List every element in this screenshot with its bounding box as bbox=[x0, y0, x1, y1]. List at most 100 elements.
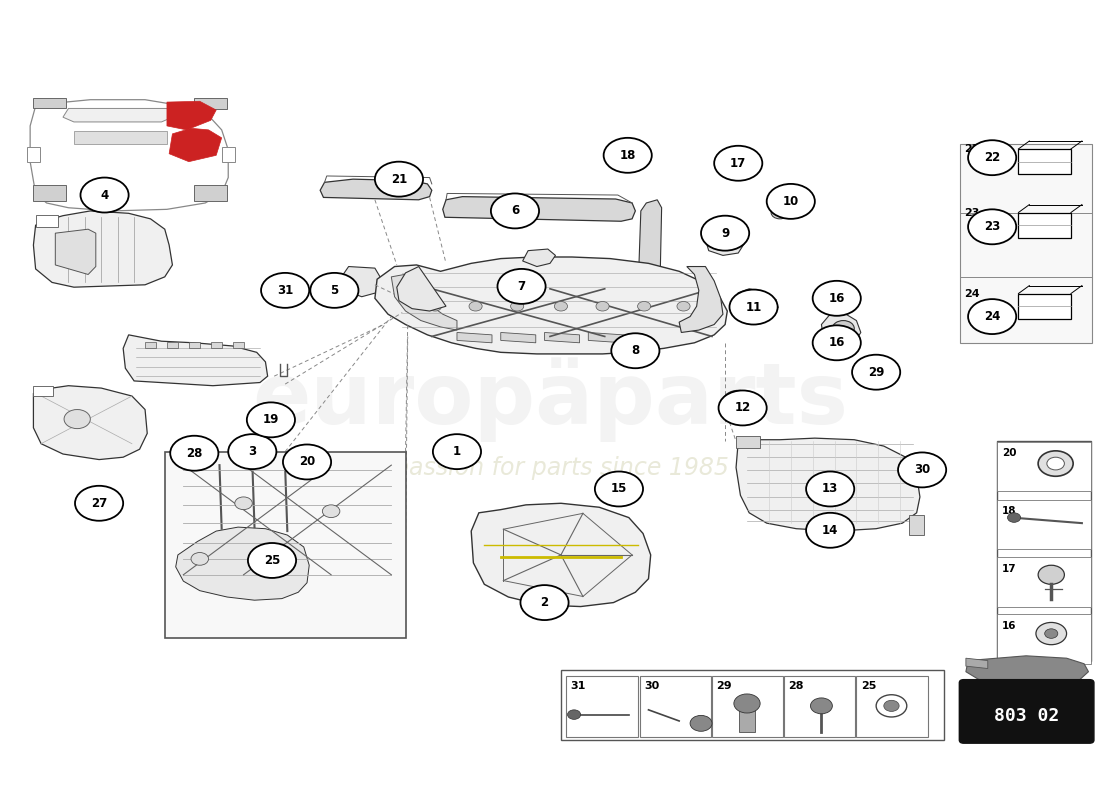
Bar bbox=[165, 452, 406, 638]
Circle shape bbox=[968, 299, 1016, 334]
Polygon shape bbox=[63, 109, 173, 122]
Circle shape bbox=[246, 402, 295, 438]
Polygon shape bbox=[167, 102, 217, 130]
Circle shape bbox=[862, 356, 894, 380]
Polygon shape bbox=[211, 342, 222, 347]
Circle shape bbox=[833, 321, 855, 337]
Circle shape bbox=[767, 184, 815, 219]
Polygon shape bbox=[145, 342, 156, 347]
Text: 27: 27 bbox=[91, 497, 107, 510]
Circle shape bbox=[813, 326, 861, 360]
Text: 11: 11 bbox=[746, 301, 761, 314]
Circle shape bbox=[267, 557, 285, 570]
Circle shape bbox=[1036, 622, 1067, 645]
Polygon shape bbox=[603, 479, 636, 497]
Text: 12: 12 bbox=[735, 402, 750, 414]
Text: 28: 28 bbox=[186, 446, 202, 460]
Circle shape bbox=[191, 553, 209, 566]
Circle shape bbox=[883, 700, 899, 711]
Text: 6: 6 bbox=[510, 205, 519, 218]
Text: 18: 18 bbox=[619, 149, 636, 162]
Polygon shape bbox=[320, 179, 432, 200]
Circle shape bbox=[813, 281, 861, 316]
Text: 8: 8 bbox=[631, 344, 639, 358]
Circle shape bbox=[554, 302, 568, 311]
Text: 24: 24 bbox=[964, 289, 979, 298]
Polygon shape bbox=[397, 266, 446, 311]
Text: 15: 15 bbox=[610, 482, 627, 495]
Bar bbox=[26, 147, 40, 162]
Bar bbox=[857, 676, 927, 737]
Text: 15: 15 bbox=[615, 481, 631, 494]
Polygon shape bbox=[471, 503, 651, 606]
Polygon shape bbox=[966, 656, 1089, 682]
Text: 7: 7 bbox=[517, 280, 526, 293]
Circle shape bbox=[234, 497, 252, 510]
Circle shape bbox=[491, 194, 539, 229]
Circle shape bbox=[228, 434, 276, 469]
Polygon shape bbox=[736, 438, 920, 531]
Text: 23: 23 bbox=[964, 208, 979, 218]
Text: a passion for parts since 1985: a passion for parts since 1985 bbox=[372, 455, 728, 479]
Polygon shape bbox=[33, 386, 147, 459]
Circle shape bbox=[283, 445, 331, 479]
Bar bbox=[33, 186, 66, 202]
Circle shape bbox=[170, 436, 219, 470]
Circle shape bbox=[968, 140, 1016, 175]
Bar bbox=[561, 670, 944, 740]
Bar bbox=[997, 442, 1091, 491]
Circle shape bbox=[75, 486, 123, 521]
Text: 10: 10 bbox=[786, 190, 803, 202]
Polygon shape bbox=[169, 128, 222, 162]
Circle shape bbox=[429, 302, 441, 311]
Circle shape bbox=[871, 362, 886, 374]
Bar bbox=[566, 676, 638, 737]
Polygon shape bbox=[544, 333, 580, 342]
Circle shape bbox=[811, 698, 833, 714]
Text: 2: 2 bbox=[540, 596, 549, 609]
Circle shape bbox=[612, 334, 659, 368]
Circle shape bbox=[718, 390, 767, 426]
Text: 18: 18 bbox=[1002, 506, 1016, 517]
Circle shape bbox=[729, 290, 778, 325]
Text: 803 02: 803 02 bbox=[994, 707, 1059, 725]
Circle shape bbox=[568, 710, 581, 719]
Circle shape bbox=[469, 302, 482, 311]
Text: 13: 13 bbox=[822, 482, 838, 495]
Text: 31: 31 bbox=[571, 681, 586, 691]
Circle shape bbox=[322, 505, 340, 518]
Circle shape bbox=[1047, 457, 1065, 470]
Circle shape bbox=[604, 138, 652, 173]
Text: 9: 9 bbox=[719, 220, 728, 234]
Circle shape bbox=[80, 178, 129, 213]
Circle shape bbox=[771, 206, 789, 219]
Polygon shape bbox=[55, 229, 96, 274]
Text: 19: 19 bbox=[263, 414, 279, 426]
Text: 13: 13 bbox=[826, 481, 843, 494]
Polygon shape bbox=[30, 100, 228, 211]
Polygon shape bbox=[638, 200, 661, 318]
Circle shape bbox=[1008, 513, 1021, 522]
Bar bbox=[712, 676, 783, 737]
Polygon shape bbox=[588, 333, 624, 342]
Bar bbox=[1019, 213, 1071, 238]
Text: 3: 3 bbox=[249, 445, 256, 458]
Bar bbox=[33, 98, 66, 108]
Text: 5: 5 bbox=[330, 284, 339, 297]
Circle shape bbox=[510, 302, 524, 311]
Polygon shape bbox=[705, 226, 745, 255]
Polygon shape bbox=[734, 289, 769, 317]
Polygon shape bbox=[167, 342, 178, 347]
Polygon shape bbox=[909, 456, 946, 481]
FancyBboxPatch shape bbox=[959, 680, 1093, 743]
Polygon shape bbox=[822, 313, 861, 344]
Text: 16: 16 bbox=[828, 292, 845, 305]
Circle shape bbox=[968, 210, 1016, 244]
Text: 25: 25 bbox=[264, 554, 280, 567]
Circle shape bbox=[261, 273, 309, 308]
Circle shape bbox=[433, 434, 481, 469]
Text: 19: 19 bbox=[274, 411, 290, 424]
Polygon shape bbox=[232, 342, 243, 347]
Text: 17: 17 bbox=[730, 157, 747, 170]
Bar bbox=[35, 215, 57, 227]
